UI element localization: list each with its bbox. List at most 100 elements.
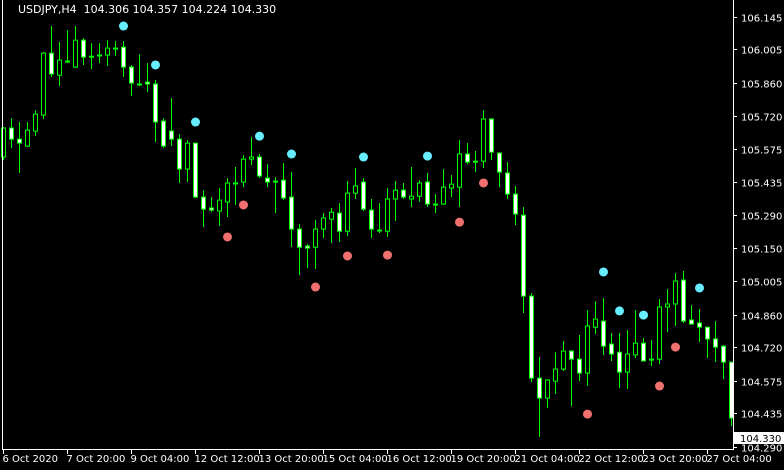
price-tick-label: 105.435 <box>741 179 782 190</box>
bear-candle-body <box>81 39 86 58</box>
bull-candle-body <box>33 113 38 132</box>
signal-down-dot <box>455 217 464 227</box>
bull-candle-body <box>1 127 6 158</box>
signal-down-dot <box>311 282 320 292</box>
bear-candle-body <box>401 189 406 198</box>
candle <box>169 98 174 147</box>
candle <box>9 118 14 148</box>
bear-candle-body <box>49 52 54 75</box>
price-tick-label: 104.435 <box>741 410 782 421</box>
signal-up-dot <box>639 310 648 320</box>
bear-candle-body <box>721 345 726 363</box>
bear-candle-body <box>513 193 518 215</box>
candles <box>1 26 734 438</box>
signal-up-dot <box>423 151 432 161</box>
bull-candle-body <box>673 280 678 305</box>
bull-candle-body <box>441 186 446 205</box>
candle <box>409 166 414 208</box>
candle <box>97 43 102 64</box>
candle <box>417 180 422 202</box>
candle <box>49 26 54 78</box>
candle <box>297 224 302 275</box>
time-tick-label: 22 Oct 12:00 <box>579 454 644 465</box>
signal-up-dot <box>599 267 608 277</box>
bull-candle-body <box>377 229 382 232</box>
signals <box>119 21 704 419</box>
bull-candle-body <box>137 83 142 86</box>
candle <box>305 244 310 269</box>
signal-down-dot <box>583 409 592 419</box>
candle <box>481 110 486 169</box>
signal-up-dot <box>287 149 296 159</box>
candle <box>673 273 678 326</box>
bear-candle-body <box>121 46 126 68</box>
time-tick-label: 15 Oct 04:00 <box>323 454 388 465</box>
signal-down-dot <box>239 200 248 210</box>
bull-candle-body <box>561 350 566 370</box>
candle <box>633 310 638 358</box>
time-tick-label: 19 Oct 20:00 <box>451 454 516 465</box>
price-tick-label: 105.290 <box>741 212 782 223</box>
bear-candle-body <box>425 181 430 205</box>
bear-candle-body <box>713 338 718 348</box>
candle <box>161 118 166 148</box>
candle <box>385 188 390 237</box>
price-tick-label: 105.720 <box>741 113 782 124</box>
bull-candle-body <box>41 52 46 116</box>
bear-candle-body <box>569 350 574 360</box>
candle <box>41 52 46 119</box>
current-price-box <box>734 432 784 444</box>
bear-candle-body <box>705 326 710 340</box>
candle <box>137 54 142 87</box>
bull-candle-body <box>73 39 78 68</box>
candle <box>201 190 206 228</box>
candle <box>497 152 502 188</box>
candle <box>233 166 238 205</box>
bear-candle-body <box>601 320 606 347</box>
bear-candle-body <box>17 138 22 144</box>
bull-candle-body <box>113 47 118 50</box>
signal-up-dot <box>359 152 368 162</box>
candle <box>121 41 126 78</box>
price-tick-label: 104.290 <box>741 444 782 455</box>
bear-candle-body <box>697 322 702 328</box>
price-tick-label: 106.005 <box>741 46 782 57</box>
candle <box>617 333 622 389</box>
bull-candle-body <box>417 182 422 197</box>
time-tick-label: 23 Oct 20:00 <box>643 454 708 465</box>
candle <box>697 309 702 342</box>
price-tick-label: 104.720 <box>741 344 782 355</box>
ohlc-readout: 104.306 104.357 104.224 104.330 <box>83 3 277 16</box>
candle <box>457 140 462 208</box>
candle <box>225 178 230 218</box>
bear-candle-body <box>681 279 686 322</box>
bear-candle-body <box>577 358 582 374</box>
candle <box>545 379 550 409</box>
candle <box>33 110 38 137</box>
price-tick-label: 105.150 <box>741 245 782 256</box>
candle <box>729 361 734 427</box>
bull-candle-body <box>665 303 670 308</box>
price-tick-label: 105.005 <box>741 278 782 289</box>
bull-candle-body <box>649 358 654 361</box>
bear-candle-body <box>145 81 150 85</box>
bull-candle-body <box>89 55 94 58</box>
symbol-timeframe: USDJPY,H4 <box>18 3 77 16</box>
bull-candle-body <box>105 47 110 56</box>
candle <box>273 177 278 214</box>
bull-candle-body <box>65 60 70 63</box>
candle <box>489 118 494 161</box>
candle <box>569 350 574 407</box>
signal-up-dot <box>255 131 264 141</box>
bull-candle-body <box>593 318 598 328</box>
bear-candle-body <box>201 196 206 210</box>
bear-candle-body <box>609 343 614 355</box>
bear-candle-body <box>265 177 270 183</box>
candle <box>321 213 326 239</box>
candle <box>601 298 606 355</box>
bear-candle-body <box>9 127 14 140</box>
bull-candle-body <box>273 180 278 183</box>
candle <box>369 198 374 239</box>
bear-candle-body <box>281 179 286 199</box>
